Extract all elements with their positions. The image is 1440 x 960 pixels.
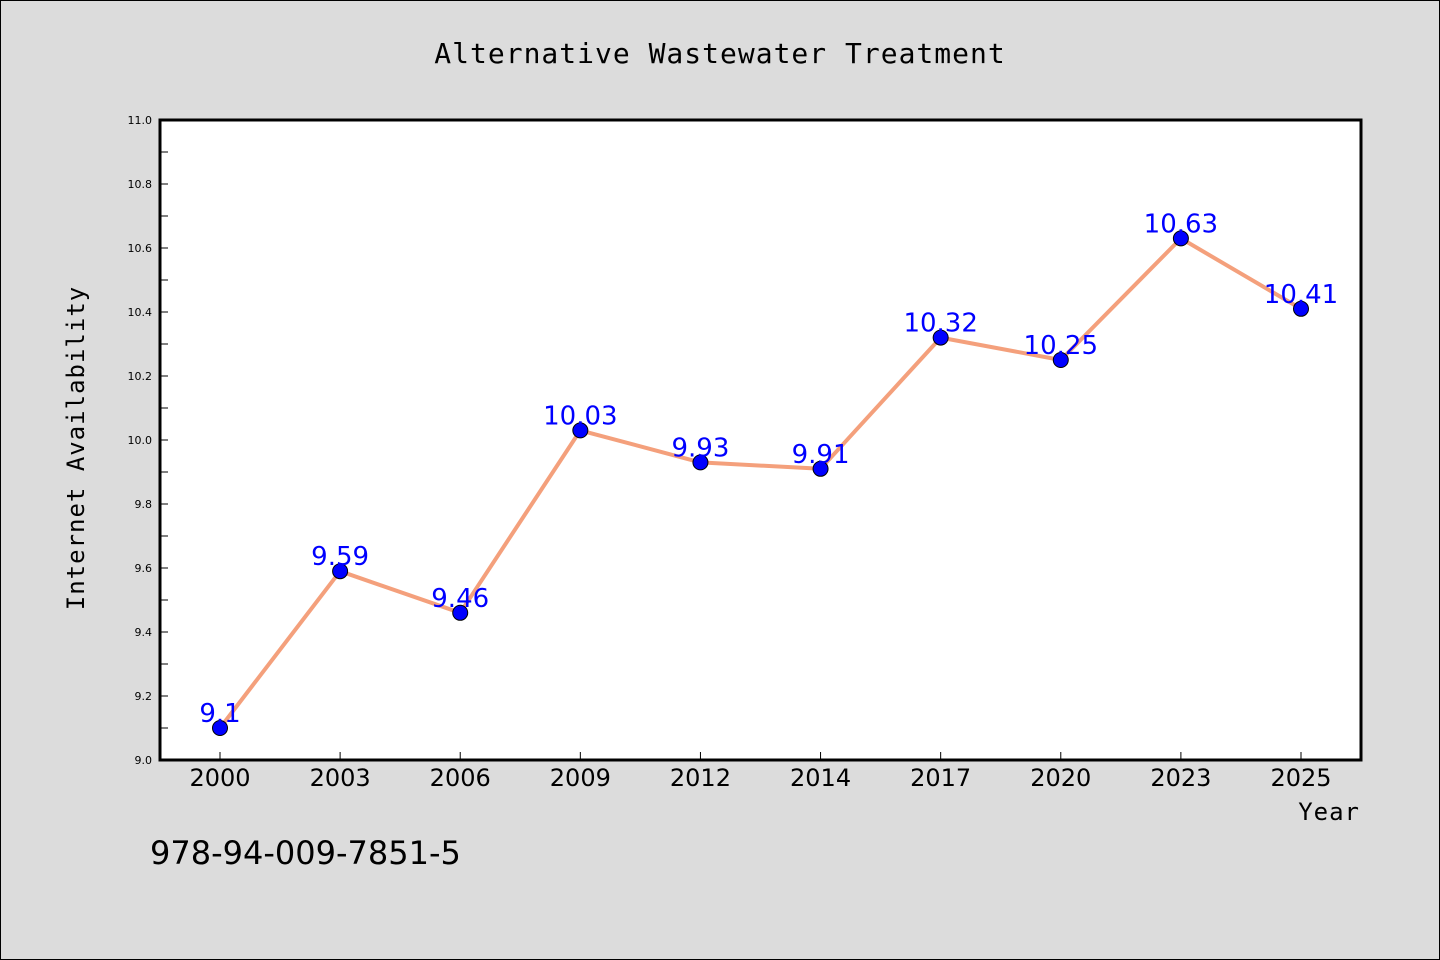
- x-tick-label: 2012: [670, 764, 731, 792]
- x-tick-label: 2003: [310, 764, 371, 792]
- data-point: [932, 329, 949, 346]
- data-point: [212, 720, 228, 736]
- x-tick-label: 2006: [430, 764, 491, 792]
- x-axis-ticks: 2000 2003 2006 2009 2012 2014 2017 2020 2023 2025: [189, 752, 1332, 792]
- data-label: 10.25: [1024, 331, 1098, 361]
- y-tick-label: 10.4: [128, 306, 153, 319]
- chart-title: Alternative Wastewater Treatment: [434, 37, 1005, 70]
- data-label: 9.46: [431, 584, 489, 614]
- y-tick-label: 10.0: [128, 434, 153, 447]
- data-label: 9.59: [311, 542, 369, 572]
- data-label: 9.93: [671, 433, 729, 463]
- y-tick-label: 10.6: [128, 242, 153, 255]
- data-label: 10.03: [543, 401, 617, 431]
- data-point: [812, 460, 829, 477]
- x-axis-label: Year: [1298, 798, 1360, 826]
- data-point: [1052, 352, 1069, 368]
- series-line: [218, 236, 1303, 730]
- x-tick-label: 2014: [790, 764, 851, 792]
- y-tick-label: 9.8: [135, 498, 153, 511]
- plot-area: [158, 118, 1363, 762]
- data-label: 9.1: [199, 699, 240, 729]
- footer-code: 978-94-009-7851-5: [150, 834, 461, 872]
- y-axis-label: Internet Availability: [62, 286, 90, 610]
- x-tick-label: 2023: [1150, 764, 1211, 792]
- y-tick-label: 9.6: [135, 562, 153, 575]
- data-label: 10.32: [903, 309, 977, 339]
- y-tick-label: 11.0: [128, 114, 153, 127]
- y-tick-label: 9.0: [135, 754, 153, 767]
- data-label: 10.41: [1264, 280, 1338, 310]
- data-point: [332, 563, 349, 580]
- y-tick-label: 10.8: [128, 178, 153, 191]
- x-tick-label: 2020: [1030, 764, 1091, 792]
- y-tick-label: 10.2: [128, 370, 153, 383]
- y-tick-label: 9.2: [135, 690, 153, 703]
- y-tick-label: 9.4: [135, 626, 153, 639]
- data-point: [1293, 300, 1309, 317]
- data-point: [692, 454, 709, 471]
- x-tick-label: 2017: [910, 764, 971, 792]
- series-layer: 9.1 9.59 9.46 10.03 9.93 9.91 10.32 10.25 10.63 1…: [199, 209, 1338, 736]
- data-point: [1172, 230, 1189, 247]
- y-axis-ticks: 9.0 9.2 9.4 9.6 9.8 10.0 10.2 10.4 10.6 10.8 11.0: [128, 114, 168, 767]
- data-point: [452, 604, 469, 621]
- x-tick-label: 2000: [189, 764, 250, 792]
- data-label: 9.91: [792, 440, 850, 470]
- data-label: 10.63: [1144, 209, 1218, 239]
- data-point: [572, 422, 589, 439]
- x-tick-label: 2009: [550, 764, 611, 792]
- x-tick-label: 2025: [1270, 764, 1331, 792]
